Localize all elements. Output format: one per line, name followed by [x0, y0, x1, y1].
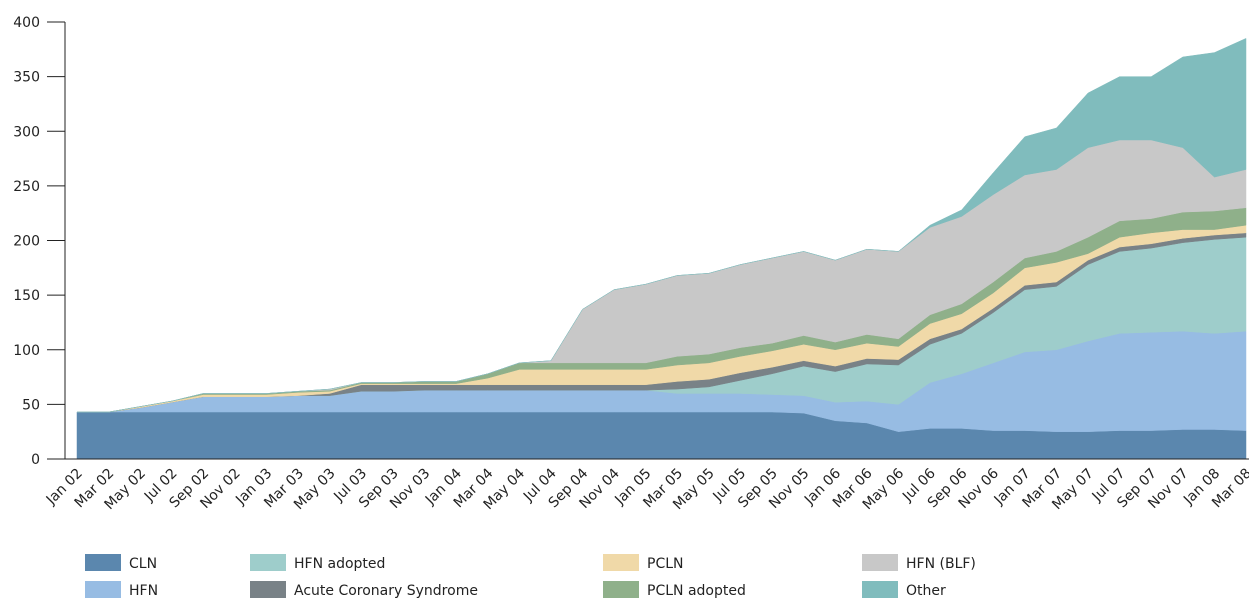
legend-label: Other [906, 583, 946, 599]
legend-swatch [862, 554, 898, 571]
legend-swatch [250, 581, 286, 598]
legend-label: CLN [129, 556, 157, 572]
legend-swatch [85, 581, 121, 598]
legend-label: Acute Coronary Syndrome [294, 583, 478, 599]
y-tick-label: 350 [13, 70, 40, 86]
legend-label: HFN adopted [294, 556, 385, 572]
legend-swatch [603, 581, 639, 598]
legend-swatch [862, 581, 898, 598]
area [77, 38, 1247, 413]
y-tick-label: 300 [13, 124, 40, 140]
y-tick-label: 250 [13, 179, 40, 195]
y-tick-label: 50 [22, 397, 40, 413]
legend-label: PCLN adopted [647, 583, 746, 599]
legend-swatch [85, 554, 121, 571]
legend-label: HFN [129, 583, 158, 599]
legend-swatch [603, 554, 639, 571]
y-tick-label: 150 [13, 288, 40, 304]
legend-label: PCLN [647, 556, 684, 572]
legend-label: HFN (BLF) [906, 556, 976, 572]
y-tick-label: 0 [31, 452, 40, 468]
y-tick-label: 100 [13, 343, 40, 359]
y-tick-label: 400 [13, 15, 40, 31]
y-tick-label: 200 [13, 234, 40, 250]
legend-swatch [250, 554, 286, 571]
